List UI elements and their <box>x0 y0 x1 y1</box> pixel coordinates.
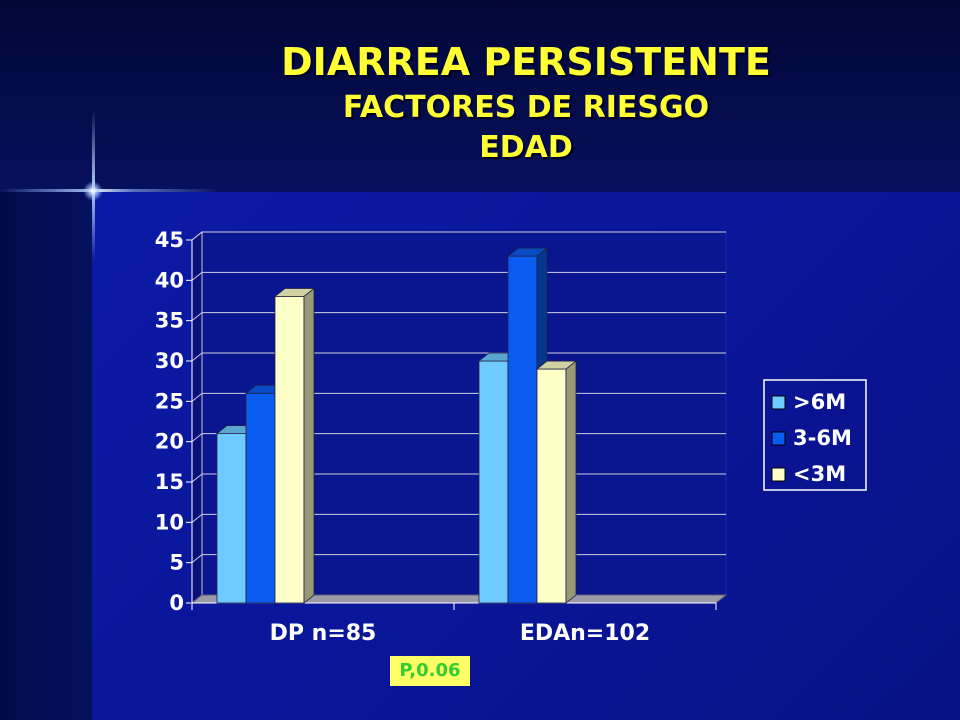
gridline-side <box>191 231 203 241</box>
legend-swatch <box>771 431 786 446</box>
bar <box>536 368 567 604</box>
y-tick-label: 20 <box>155 430 184 454</box>
y-tick-label: 30 <box>155 349 184 373</box>
gridline-side <box>191 271 203 281</box>
gridline-side <box>191 433 203 443</box>
y-tick-label: 25 <box>155 389 184 413</box>
light-flare-center <box>83 181 103 201</box>
y-tick-label: 15 <box>155 470 184 494</box>
y-tick-label: 5 <box>169 551 184 575</box>
plot-side-wall <box>191 230 203 605</box>
y-tick-label: 10 <box>155 510 184 534</box>
gridline-side <box>191 473 203 483</box>
bar <box>245 392 276 604</box>
bar <box>216 433 247 604</box>
bar <box>507 255 538 604</box>
p-value-note: P,0.06 <box>390 656 470 686</box>
gridline-side <box>191 554 203 564</box>
slide-subtitle-2: EDAD <box>479 130 573 165</box>
legend-swatch <box>771 395 786 410</box>
bar-side <box>303 287 315 604</box>
gridline-side <box>191 352 203 362</box>
x-tick-label: DP n=85 <box>270 621 377 646</box>
bar <box>274 296 305 604</box>
background-top-band <box>0 0 960 192</box>
gridline-side <box>191 513 203 523</box>
y-tick-label: 0 <box>169 591 184 615</box>
slide-title: DIARREA PERSISTENTE <box>281 40 771 84</box>
bar <box>478 360 509 604</box>
gridline-side <box>191 312 203 322</box>
legend-label: >6M <box>793 390 846 414</box>
y-tick-label: 45 <box>155 228 184 252</box>
slide-subtitle: FACTORES DE RIESGO <box>342 90 710 125</box>
legend-label: 3-6M <box>793 426 852 450</box>
y-tick-label: 35 <box>155 309 184 333</box>
slide-title-block: DIARREA PERSISTENTE FACTORES DE RIESGO E… <box>92 36 960 168</box>
legend-box <box>763 379 867 491</box>
legend-label: <3M <box>793 462 846 486</box>
bar-side <box>565 360 577 604</box>
gridline-side <box>191 392 203 402</box>
x-tick-label: EDAn=102 <box>520 621 650 646</box>
y-tick-label: 40 <box>155 268 184 292</box>
light-flare-horizontal <box>0 189 220 192</box>
legend-swatch <box>771 467 786 482</box>
